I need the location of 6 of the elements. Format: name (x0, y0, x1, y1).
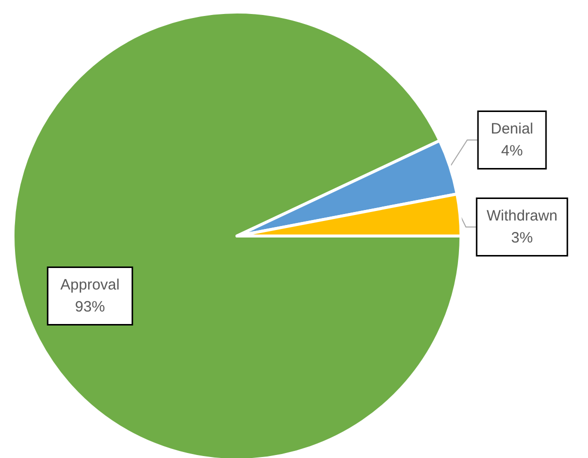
data-label: 4% (501, 142, 523, 160)
data-label: 93% (74, 298, 106, 316)
slice-label: Withdrawn (486, 208, 558, 224)
data-label: 3% (511, 230, 533, 246)
slice-label: Approval (60, 276, 120, 294)
slice-label: Denial (490, 120, 534, 138)
